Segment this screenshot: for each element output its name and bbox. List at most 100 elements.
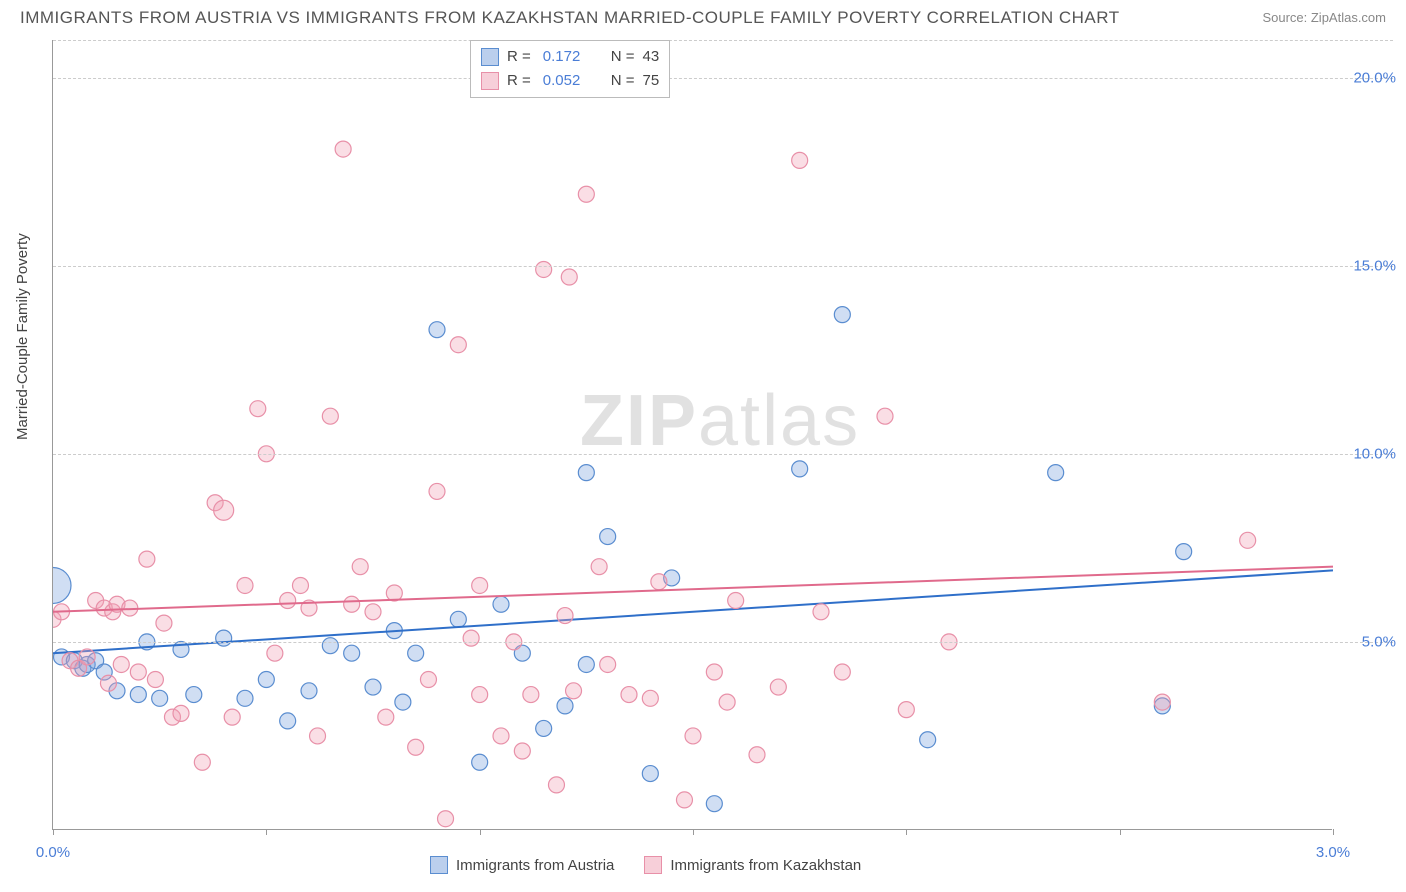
data-point: [561, 269, 577, 285]
data-point: [429, 322, 445, 338]
data-point: [79, 649, 95, 665]
data-point: [523, 687, 539, 703]
data-point: [514, 743, 530, 759]
data-point: [429, 483, 445, 499]
data-point: [147, 672, 163, 688]
data-point: [250, 401, 266, 417]
scatter-svg: [53, 40, 1333, 830]
data-point: [676, 792, 692, 808]
x-tick: [53, 829, 54, 835]
data-point: [728, 593, 744, 609]
y-axis-label: Married-Couple Family Poverty: [14, 233, 31, 440]
data-point: [53, 567, 71, 603]
data-point: [813, 604, 829, 620]
gridline: [53, 40, 1393, 41]
data-point: [920, 732, 936, 748]
data-point: [898, 702, 914, 718]
r-value: 0.052: [543, 69, 593, 93]
x-tick: [266, 829, 267, 835]
data-point: [877, 408, 893, 424]
y-tick-label: 5.0%: [1340, 633, 1396, 650]
data-point: [1176, 544, 1192, 560]
data-point: [493, 596, 509, 612]
y-tick-label: 20.0%: [1340, 69, 1396, 86]
data-point: [557, 608, 573, 624]
data-point: [642, 766, 658, 782]
chart-title: IMMIGRANTS FROM AUSTRIA VS IMMIGRANTS FR…: [20, 8, 1120, 28]
data-point: [719, 694, 735, 710]
x-tick: [480, 829, 481, 835]
data-point: [214, 500, 234, 520]
data-point: [578, 186, 594, 202]
data-point: [536, 720, 552, 736]
data-point: [685, 728, 701, 744]
data-point: [365, 679, 381, 695]
data-point: [152, 690, 168, 706]
legend-row-kazakhstan: R = 0.052 N = 75: [481, 69, 659, 93]
x-tick: [1333, 829, 1334, 835]
data-point: [322, 408, 338, 424]
data-point: [378, 709, 394, 725]
data-point: [408, 645, 424, 661]
legend-label: Immigrants from Kazakhstan: [670, 857, 861, 874]
data-point: [224, 709, 240, 725]
data-point: [548, 777, 564, 793]
data-point: [621, 687, 637, 703]
source-prefix: Source:: [1262, 10, 1310, 25]
data-point: [438, 811, 454, 827]
data-point: [258, 672, 274, 688]
data-point: [706, 664, 722, 680]
data-point: [310, 728, 326, 744]
data-point: [834, 664, 850, 680]
data-point: [280, 593, 296, 609]
data-point: [1154, 694, 1170, 710]
n-value: 75: [643, 69, 660, 93]
legend-label: Immigrants from Austria: [456, 857, 614, 874]
data-point: [186, 687, 202, 703]
data-point: [335, 141, 351, 157]
gridline: [53, 78, 1393, 79]
data-point: [408, 739, 424, 755]
series-legend: Immigrants from Austria Immigrants from …: [430, 856, 861, 874]
data-point: [472, 754, 488, 770]
data-point: [834, 307, 850, 323]
data-point: [450, 337, 466, 353]
x-tick: [906, 829, 907, 835]
r-value: 0.172: [543, 45, 593, 69]
data-point: [557, 698, 573, 714]
n-label: N =: [611, 45, 635, 69]
legend-item-austria: Immigrants from Austria: [430, 856, 614, 874]
data-point: [280, 713, 296, 729]
data-point: [600, 529, 616, 545]
data-point: [591, 559, 607, 575]
swatch-icon: [430, 856, 448, 874]
swatch-icon: [481, 48, 499, 66]
source-attribution: Source: ZipAtlas.com: [1262, 10, 1386, 25]
data-point: [792, 152, 808, 168]
data-point: [395, 694, 411, 710]
data-point: [216, 630, 232, 646]
data-point: [600, 656, 616, 672]
data-point: [749, 747, 765, 763]
data-point: [344, 596, 360, 612]
data-point: [566, 683, 582, 699]
data-point: [352, 559, 368, 575]
x-tick: [693, 829, 694, 835]
x-tick: [1120, 829, 1121, 835]
data-point: [463, 630, 479, 646]
data-point: [322, 638, 338, 654]
data-point: [472, 687, 488, 703]
data-point: [301, 683, 317, 699]
plot-area: 5.0%10.0%15.0%20.0%0.0%3.0%: [52, 40, 1332, 830]
data-point: [100, 675, 116, 691]
source-link[interactable]: ZipAtlas.com: [1311, 10, 1386, 25]
data-point: [642, 690, 658, 706]
r-label: R =: [507, 45, 531, 69]
n-label: N =: [611, 69, 635, 93]
r-label: R =: [507, 69, 531, 93]
data-point: [267, 645, 283, 661]
data-point: [770, 679, 786, 695]
data-point: [472, 577, 488, 593]
gridline: [53, 266, 1393, 267]
x-tick-label: 3.0%: [1316, 844, 1350, 861]
